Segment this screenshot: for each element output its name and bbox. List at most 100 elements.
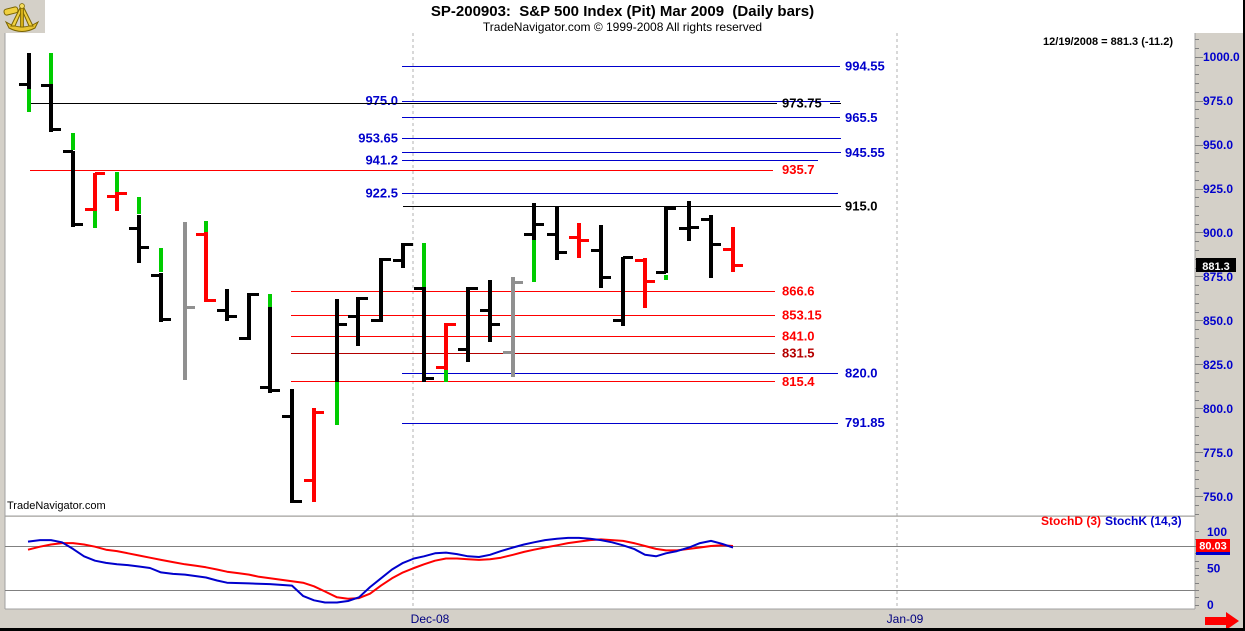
- close-tick: [358, 297, 368, 300]
- price-level-label: 815.4: [782, 374, 815, 389]
- open-tick: [239, 337, 249, 340]
- bottom-frame-border: [0, 628, 1245, 631]
- price-level-label: 935.7: [782, 162, 815, 177]
- price-level-label: 965.5: [845, 110, 878, 125]
- ohlc-bar: [422, 287, 426, 382]
- stoch-value-text: 80.03: [1199, 540, 1227, 552]
- open-tick: [282, 415, 292, 418]
- month-label: Jan-09: [887, 612, 924, 626]
- open-tick: [635, 259, 645, 262]
- price-level-label: 941.2: [365, 153, 398, 168]
- close-tick: [513, 281, 523, 284]
- price-axis-label: 775.0: [1203, 446, 1233, 460]
- close-tick: [446, 323, 456, 326]
- ohlc-bar: [159, 273, 163, 322]
- sextant-logo-icon: [3, 2, 40, 32]
- green-bar-segment: [444, 370, 448, 382]
- green-bar-segment: [27, 89, 31, 112]
- left-margin: [0, 33, 5, 631]
- ohlc-bar: [137, 215, 141, 263]
- green-bar-segment: [422, 243, 426, 287]
- price-level-label: 945.55: [845, 145, 885, 160]
- watermark: TradeNavigator.com: [7, 500, 106, 512]
- ohlc-bar: [511, 277, 515, 377]
- open-tick: [480, 309, 490, 312]
- stochastic-plot-area[interactable]: [5, 517, 1195, 609]
- title-band: [0, 0, 1245, 33]
- close-tick: [185, 306, 195, 309]
- scroll-right-arrow[interactable]: [1205, 612, 1239, 630]
- green-bar-segment: [268, 294, 272, 307]
- close-tick: [711, 243, 721, 246]
- right-axis-gutter: [1195, 33, 1245, 631]
- open-tick: [723, 248, 733, 251]
- price-level-label: 915.0: [845, 199, 878, 214]
- price-axis-label: 825.0: [1203, 358, 1233, 372]
- price-value-box: [1196, 258, 1236, 272]
- green-bar-segment: [532, 240, 536, 282]
- open-tick: [85, 208, 95, 211]
- ohlc-bar: [183, 222, 187, 380]
- price-level-label: 791.85: [845, 415, 885, 430]
- close-tick: [381, 258, 391, 261]
- ohlc-bar: [687, 201, 691, 241]
- ohlc-bar: [290, 389, 294, 503]
- chart-title: SP-200903: S&P 500 Index (Pit) Mar 2009 …: [430, 3, 815, 20]
- ohlc-bar: [268, 307, 272, 393]
- price-level-label: 922.5: [365, 185, 398, 200]
- price-axis-label: 975.0: [1203, 94, 1233, 108]
- close-tick: [601, 276, 611, 279]
- ohlc-bar: [312, 408, 316, 502]
- price-level-label: 841.0: [782, 329, 815, 344]
- close-tick: [292, 500, 302, 503]
- green-bar-segment: [115, 172, 119, 192]
- stoch-axis-label: 100: [1207, 525, 1227, 539]
- close-tick: [227, 315, 237, 318]
- price-axis-label: 900.0: [1203, 226, 1233, 240]
- close-tick: [534, 223, 544, 226]
- price-level-label: 853.15: [782, 307, 822, 322]
- ohlc-bar: [247, 293, 251, 340]
- stoch-value-box: [1196, 539, 1230, 552]
- open-tick: [129, 227, 139, 230]
- ohlc-bar: [379, 258, 383, 322]
- price-level-label: 831.5: [782, 345, 815, 360]
- price-axis-label: 1000.0: [1203, 50, 1240, 64]
- open-tick: [217, 309, 227, 312]
- green-bar-segment: [49, 53, 53, 84]
- ohlc-bar: [709, 215, 713, 278]
- price-axis-label: 750.0: [1203, 490, 1233, 504]
- stochd-legend: StochD (3): [1041, 514, 1101, 528]
- quote-info: 12/19/2008 = 881.3 (-11.2): [1043, 36, 1173, 48]
- ohlc-bar: [532, 203, 536, 240]
- open-tick: [414, 287, 424, 290]
- open-tick: [569, 236, 579, 239]
- close-tick: [270, 389, 280, 392]
- open-tick: [41, 84, 51, 87]
- ohlc-bar: [401, 243, 405, 268]
- close-tick: [666, 207, 676, 210]
- close-tick: [73, 223, 83, 226]
- ohlc-bar: [621, 257, 625, 326]
- stoch-axis-label: 50: [1207, 561, 1221, 575]
- ohlc-bar: [466, 287, 470, 362]
- close-tick: [557, 251, 567, 254]
- chart-subtitle: TradeNavigator.com © 1999-2008 All right…: [482, 20, 763, 34]
- ohlc-bar: [115, 192, 119, 211]
- close-tick: [337, 323, 347, 326]
- price-axis-label: 850.0: [1203, 314, 1233, 328]
- open-tick: [19, 83, 29, 86]
- stochd-curve: [27, 538, 734, 600]
- close-tick: [117, 192, 127, 195]
- close-tick: [249, 293, 259, 296]
- price-axis-label: 875.0: [1203, 270, 1233, 284]
- price-level-label: 973.75: [782, 95, 822, 110]
- close-tick: [733, 264, 743, 267]
- open-tick: [701, 218, 711, 221]
- ohlc-bar: [356, 297, 360, 346]
- open-tick: [151, 274, 161, 277]
- price-level-label: 820.0: [845, 366, 878, 381]
- price-axis-label: 800.0: [1203, 402, 1233, 416]
